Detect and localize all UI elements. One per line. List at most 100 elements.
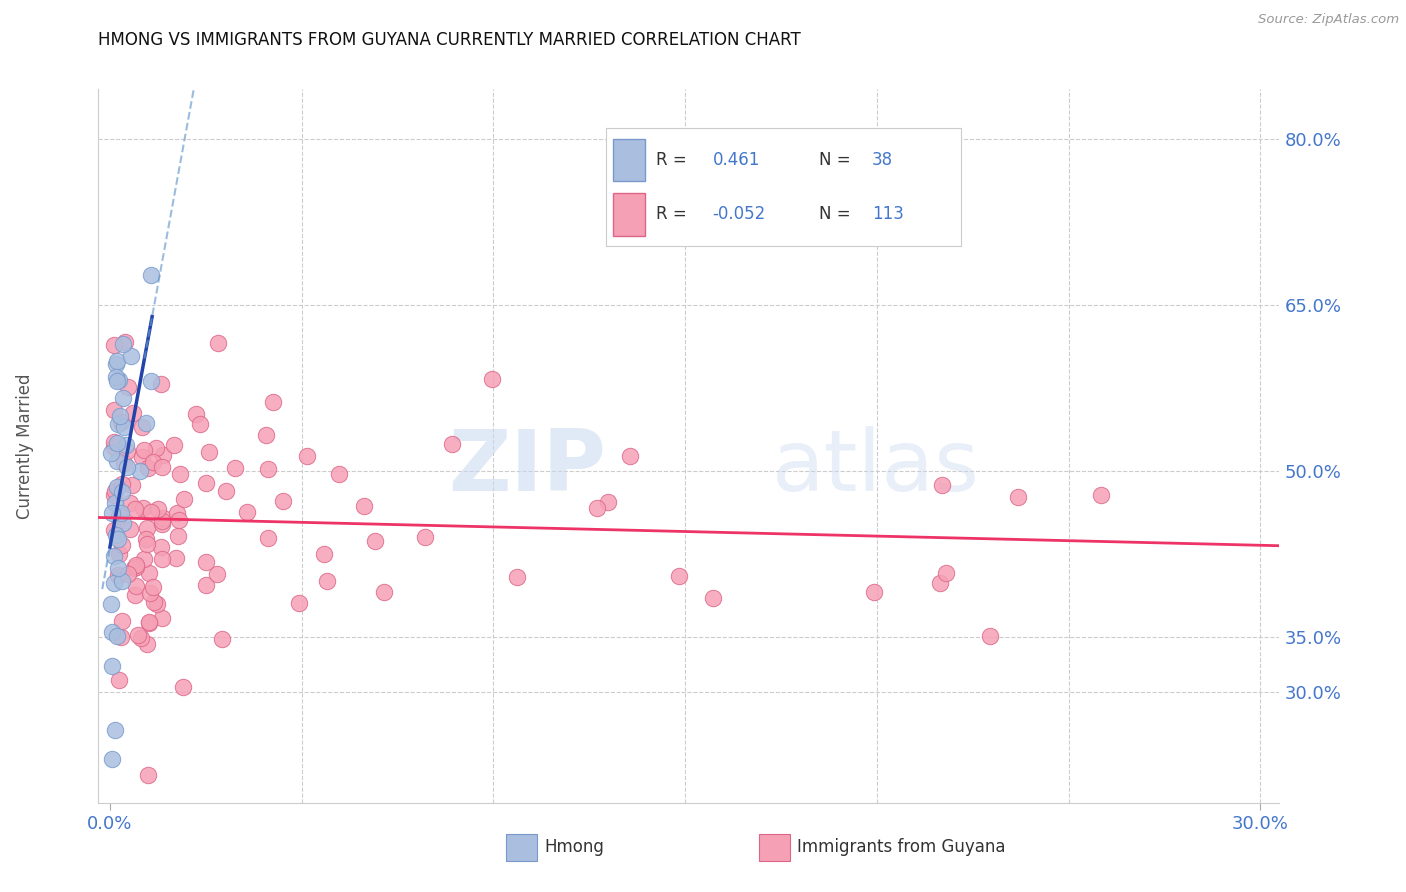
Point xyxy=(150,460,173,475)
Point xyxy=(117,567,139,582)
Text: atlas: atlas xyxy=(772,425,980,509)
Point xyxy=(125,560,148,574)
Point xyxy=(135,638,157,652)
Point xyxy=(316,574,339,588)
Point xyxy=(328,467,350,481)
Point xyxy=(138,566,160,581)
Point xyxy=(118,522,141,536)
Point xyxy=(114,438,136,452)
Point xyxy=(166,507,188,521)
Point xyxy=(935,566,957,580)
Point xyxy=(105,374,128,388)
Point xyxy=(103,402,125,417)
Point xyxy=(863,585,886,599)
Point xyxy=(288,596,311,610)
Point xyxy=(129,464,152,478)
Point xyxy=(440,436,463,450)
Point xyxy=(195,578,218,592)
Point xyxy=(110,415,132,429)
Point xyxy=(619,449,641,463)
Text: Hmong: Hmong xyxy=(544,838,605,856)
Point xyxy=(110,506,132,520)
Point xyxy=(169,467,191,481)
Point xyxy=(481,372,503,386)
Point xyxy=(105,480,128,494)
Point xyxy=(101,751,124,765)
Text: 38: 38 xyxy=(872,151,893,169)
Text: 0.461: 0.461 xyxy=(713,151,759,169)
Point xyxy=(198,445,221,459)
Text: ZIP: ZIP xyxy=(449,425,606,509)
Point xyxy=(257,462,280,476)
Point xyxy=(105,436,128,450)
Point xyxy=(101,659,124,673)
Point xyxy=(111,476,134,491)
Point xyxy=(135,533,157,547)
Point xyxy=(149,376,172,391)
Point xyxy=(312,547,335,561)
Point xyxy=(146,597,169,611)
Point xyxy=(353,500,375,514)
Point xyxy=(125,579,148,593)
Point xyxy=(138,615,160,629)
Point xyxy=(236,506,259,520)
Text: -0.052: -0.052 xyxy=(713,205,766,223)
Point xyxy=(257,531,280,545)
Text: HMONG VS IMMIGRANTS FROM GUYANA CURRENTLY MARRIED CORRELATION CHART: HMONG VS IMMIGRANTS FROM GUYANA CURRENTL… xyxy=(98,31,801,49)
Point xyxy=(1090,488,1112,502)
Point xyxy=(105,629,128,643)
Point xyxy=(136,521,159,535)
Point xyxy=(103,434,125,449)
Point xyxy=(136,537,159,551)
Point xyxy=(254,428,277,442)
Point xyxy=(195,555,218,569)
Point xyxy=(118,496,141,510)
Point xyxy=(100,597,122,611)
Point xyxy=(104,370,127,384)
Point xyxy=(150,516,173,531)
Point xyxy=(121,406,143,420)
Point xyxy=(101,506,124,520)
Point xyxy=(108,509,131,524)
Point xyxy=(104,484,127,499)
Point xyxy=(979,628,1001,642)
Point xyxy=(271,494,294,508)
Point xyxy=(152,448,174,462)
Point xyxy=(122,561,145,575)
Point xyxy=(163,437,186,451)
Point xyxy=(101,625,124,640)
Point xyxy=(373,585,395,599)
Point xyxy=(596,495,619,509)
Point xyxy=(146,502,169,516)
Point xyxy=(131,450,153,464)
Point xyxy=(131,420,153,434)
Point xyxy=(107,533,129,547)
Point xyxy=(142,455,165,469)
Point xyxy=(112,391,135,405)
Point xyxy=(127,628,149,642)
Point xyxy=(103,440,125,454)
Point xyxy=(121,477,143,491)
Point xyxy=(295,449,318,463)
Point xyxy=(107,417,129,431)
Point xyxy=(124,588,146,602)
Point xyxy=(139,586,162,600)
Point xyxy=(135,417,157,431)
Point xyxy=(194,475,217,490)
Point xyxy=(103,549,125,563)
Point xyxy=(167,529,190,543)
Point xyxy=(104,495,127,509)
Point xyxy=(117,380,139,394)
Point xyxy=(136,768,159,782)
Point xyxy=(211,632,233,646)
Point xyxy=(108,373,131,387)
Point xyxy=(586,501,609,516)
Point xyxy=(107,548,129,562)
Text: N =: N = xyxy=(818,151,856,169)
Bar xyxy=(613,194,645,235)
Point xyxy=(115,460,138,475)
Point xyxy=(262,394,284,409)
Point xyxy=(224,461,246,475)
Point xyxy=(134,443,156,458)
Point xyxy=(100,446,122,460)
